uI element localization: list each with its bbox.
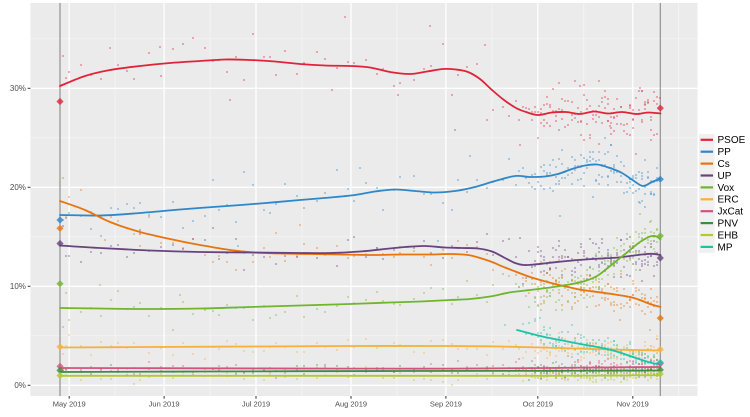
svg-text:10%: 10% — [10, 282, 26, 291]
svg-text:PP: PP — [718, 147, 732, 158]
svg-text:0%: 0% — [14, 381, 26, 390]
svg-text:Vox: Vox — [718, 183, 735, 194]
svg-text:ERC: ERC — [718, 195, 739, 206]
svg-text:MP: MP — [718, 242, 733, 253]
svg-text:Aug 2019: Aug 2019 — [335, 399, 367, 408]
svg-text:EHB: EHB — [718, 230, 739, 241]
svg-text:Jul 2019: Jul 2019 — [242, 399, 270, 408]
svg-text:30%: 30% — [10, 84, 26, 93]
svg-text:Cs: Cs — [718, 159, 730, 170]
svg-text:Sep 2019: Sep 2019 — [430, 399, 462, 408]
svg-text:Nov 2019: Nov 2019 — [617, 399, 649, 408]
svg-text:Oct 2019: Oct 2019 — [523, 399, 553, 408]
svg-text:PNV: PNV — [718, 219, 739, 230]
svg-text:Jun 2019: Jun 2019 — [149, 399, 180, 408]
svg-text:PSOE: PSOE — [718, 135, 746, 146]
svg-text:May 2019: May 2019 — [53, 399, 86, 408]
svg-text:UP: UP — [718, 171, 732, 182]
svg-text:20%: 20% — [10, 183, 26, 192]
svg-text:JxCat: JxCat — [718, 207, 744, 218]
